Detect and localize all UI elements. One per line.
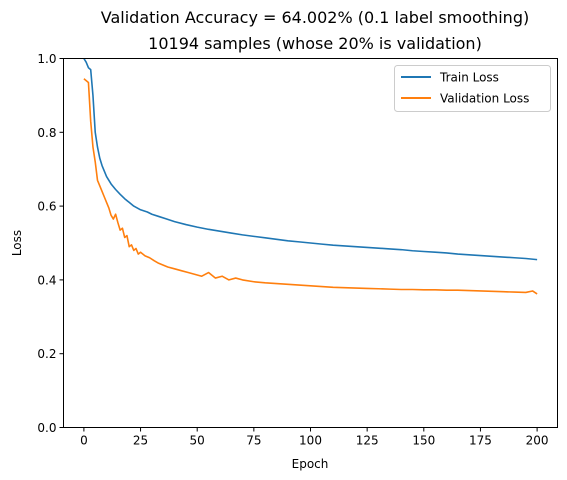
- series-layer: [83, 58, 538, 295]
- chart-subtitle: 10194 samples (whose 20% is validation): [148, 34, 482, 53]
- x-tick-label: 125: [356, 434, 379, 448]
- x-tick-label: 100: [299, 434, 322, 448]
- x-axis-label: Epoch: [292, 457, 329, 471]
- x-tick-label: 25: [133, 434, 148, 448]
- legend-label-validation-loss: Validation Loss: [440, 92, 529, 106]
- series-line-train-loss: [83, 58, 538, 261]
- x-tick-label: 50: [190, 434, 205, 448]
- y-tick-label: 0.6: [37, 200, 56, 214]
- y-tick-label: 0.8: [37, 126, 56, 140]
- chart-title: Validation Accuracy = 64.002% (0.1 label…: [101, 8, 529, 27]
- y-axis-label: Loss: [10, 230, 24, 256]
- x-tick-label: 175: [469, 434, 492, 448]
- legend-label-train-loss: Train Loss: [439, 71, 499, 85]
- legend: Train Loss Validation Loss: [394, 65, 551, 112]
- x-tick-label: 200: [526, 434, 549, 448]
- series-line-validation-loss: [83, 78, 538, 295]
- y-axis-ticks: 0.0 0.2 0.4 0.6 0.8 1.0: [37, 52, 64, 435]
- x-tick-label: 75: [246, 434, 261, 448]
- x-tick-label: 150: [412, 434, 435, 448]
- plot-frame: [63, 58, 558, 428]
- x-tick-label: 0: [80, 434, 88, 448]
- x-axis-ticks: 0 25 50 75 100 125 150 175 200: [80, 427, 549, 448]
- y-tick-label: 0.0: [37, 421, 56, 435]
- y-tick-label: 1.0: [37, 52, 56, 66]
- y-tick-label: 0.4: [37, 273, 56, 287]
- legend-box: [394, 65, 551, 112]
- y-tick-label: 0.2: [37, 347, 56, 361]
